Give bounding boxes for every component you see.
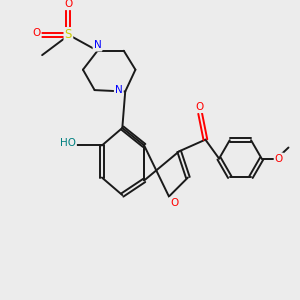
Text: N: N bbox=[94, 40, 101, 50]
Text: S: S bbox=[65, 28, 72, 41]
Text: O: O bbox=[275, 154, 283, 164]
Text: O: O bbox=[65, 0, 73, 9]
Text: O: O bbox=[170, 198, 178, 208]
Text: O: O bbox=[32, 28, 41, 38]
Text: O: O bbox=[195, 102, 204, 112]
Text: HO: HO bbox=[60, 138, 76, 148]
Text: N: N bbox=[115, 85, 123, 95]
